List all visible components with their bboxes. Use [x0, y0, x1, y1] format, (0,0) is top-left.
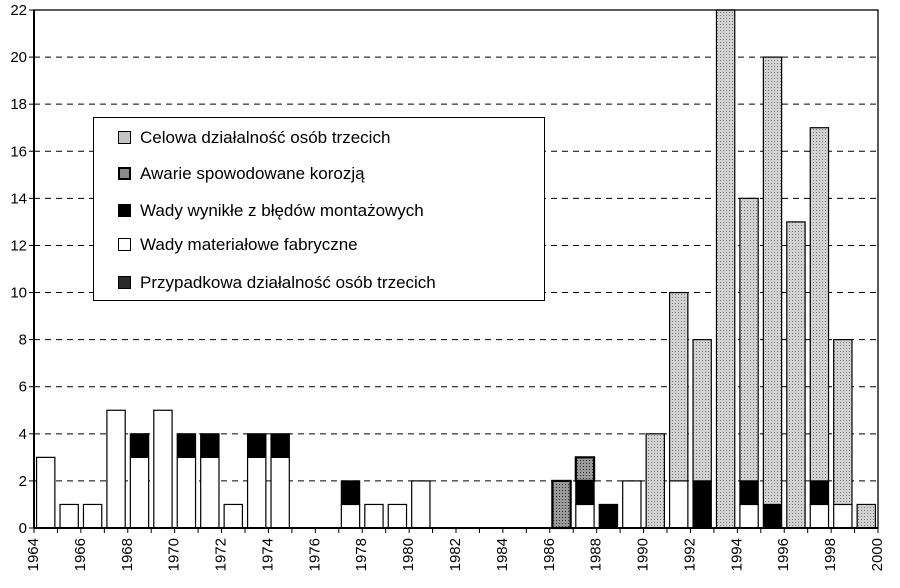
y-tick-label: 18 [10, 96, 27, 113]
legend-swatch-montazowe [118, 204, 131, 217]
bar-materialowe-1994 [739, 503, 759, 529]
legend-swatch-materialowe [118, 238, 131, 251]
bar-materialowe-1969 [153, 409, 173, 529]
bar-montazowe-1992 [692, 480, 712, 529]
bar-celowa-1998 [833, 339, 853, 506]
legend-swatch-przypadkowa [118, 276, 131, 289]
legend-item-celowa: Celowa działalność osób trzecich [118, 126, 391, 150]
x-tick-label: 1976 [306, 538, 323, 571]
bar-materialowe-1989 [622, 480, 642, 529]
legend-item-materialowe: Wady materiałowe fabryczne [118, 233, 358, 257]
y-tick-label: 22 [10, 2, 27, 19]
bars [35, 9, 877, 530]
bar-celowa-1994 [739, 197, 759, 482]
bar-celowa-1997 [809, 127, 830, 482]
y-tick-label: 0 [19, 520, 27, 537]
bar-montazowe-1970 [176, 433, 197, 458]
bar-celowa-1991 [668, 291, 689, 482]
bar-materialowe-1991 [668, 480, 689, 529]
y-tick-label: 4 [19, 426, 27, 443]
bar-montazowe-1988 [598, 503, 619, 529]
x-tick-label: 1990 [635, 538, 652, 571]
legend-label-celowa: Celowa działalność osób trzecich [140, 128, 391, 147]
x-tick-label: 1964 [25, 538, 42, 571]
bar-materialowe-1974 [270, 456, 290, 529]
bar-materialowe-1970 [176, 456, 197, 529]
x-tick-label: 1966 [72, 538, 89, 571]
bar-materialowe-1967 [106, 409, 126, 529]
bar-montazowe-1973 [246, 433, 267, 458]
bar-celowa-1992 [692, 339, 712, 482]
x-tick-label: 1968 [119, 538, 136, 571]
legend-item-montazowe: Wady wynikłe z błędów montażowych [118, 199, 424, 223]
bar-montazowe-1997 [809, 480, 830, 506]
legend-item-przypadkowa: Przypadkowa działalność osób trzecich [118, 271, 436, 295]
x-tick-label: 2000 [869, 538, 886, 571]
legend: Celowa działalność osób trzecich Awarie … [93, 117, 545, 301]
y-tick-label: 2 [19, 473, 27, 490]
x-tick-label: 1994 [728, 538, 745, 571]
x-tick-label: 1996 [775, 538, 792, 571]
bar-montazowe-1994 [739, 480, 759, 506]
x-tick-label: 1988 [588, 538, 605, 571]
legend-label-materialowe: Wady materiałowe fabryczne [140, 235, 358, 254]
x-tick-label: 1978 [353, 538, 370, 571]
bar-materialowe-1997 [809, 503, 830, 529]
x-tick-label: 1992 [681, 538, 698, 571]
x-tick-label: 1980 [400, 538, 417, 571]
bar-materialowe-1979 [387, 503, 408, 529]
y-tick-labels: 0 2 4 6 8 10 12 14 16 18 20 22 [10, 2, 27, 537]
legend-item-korozja: Awarie spowodowane korozją [118, 162, 365, 186]
x-tick-label: 1974 [259, 538, 276, 571]
bar-celowa-1999 [856, 503, 877, 529]
bar-celowa-1993 [715, 9, 736, 529]
y-tick-label: 8 [19, 332, 27, 349]
bar-materialowe-1977 [340, 503, 361, 529]
bar-korozja-1986 [551, 479, 572, 530]
legend-label-przypadkowa: Przypadkowa działalność osób trzecich [140, 273, 436, 292]
bar-celowa-1996 [786, 221, 806, 529]
bar-materialowe-1968 [129, 456, 150, 529]
bar-montazowe-1968 [129, 433, 150, 458]
y-tick-label: 16 [10, 143, 27, 160]
axes [29, 9, 879, 533]
bar-materialowe-1971 [200, 456, 220, 529]
legend-label-montazowe: Wady wynikłe z błędów montażowych [140, 201, 424, 220]
x-tick-label: 1998 [822, 538, 839, 571]
bar-montazowe-1977 [340, 480, 361, 506]
y-tick-label: 10 [10, 285, 27, 302]
x-tick-label: 1970 [166, 538, 183, 571]
y-tick-label: 6 [19, 379, 27, 396]
x-tick-label: 1982 [447, 538, 464, 571]
bar-materialowe-1980 [411, 480, 431, 529]
bar-montazowe-1974 [270, 433, 290, 458]
bar-materialowe-1973 [246, 456, 267, 529]
bar-montazowe-1995 [762, 503, 783, 529]
y-tick-label: 12 [10, 237, 27, 254]
bar-materialowe-1978 [364, 503, 384, 529]
bar-montazowe-1987 [575, 480, 595, 506]
bar-materialowe-1987 [575, 503, 595, 529]
bar-materialowe-1964 [35, 456, 56, 529]
legend-swatch-korozja [118, 167, 131, 180]
legend-swatch-celowa [118, 131, 131, 144]
x-tick-label: 1972 [213, 538, 230, 571]
bar-materialowe-1965 [59, 503, 79, 529]
y-tick-label: 14 [10, 190, 27, 207]
bar-montazowe-1971 [200, 433, 220, 458]
bar-materialowe-1972 [223, 503, 244, 529]
bar-materialowe-1966 [82, 503, 103, 529]
bar-celowa-1995 [762, 56, 783, 506]
x-tick-labels: 1964 1966 1968 1970 1972 1974 1976 1978 1980 1982… [25, 538, 886, 571]
bar-celowa-1990 [645, 433, 666, 529]
y-tick-label: 20 [10, 49, 27, 66]
bar-korozja-1987 [574, 456, 596, 483]
legend-label-korozja: Awarie spowodowane korozją [140, 164, 365, 183]
x-tick-label: 1984 [494, 538, 511, 571]
x-tick-label: 1986 [541, 538, 558, 571]
bar-materialowe-1998 [833, 503, 853, 529]
